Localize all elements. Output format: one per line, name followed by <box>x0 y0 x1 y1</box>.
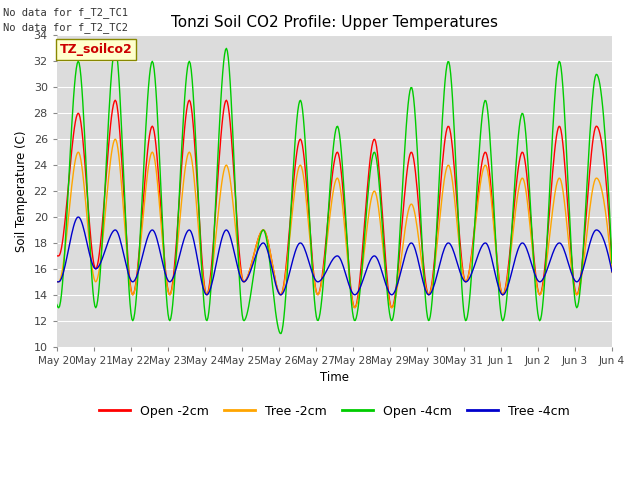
Text: No data for f_T2_TC1: No data for f_T2_TC1 <box>3 7 128 18</box>
Open -4cm <box>608 260 616 266</box>
Tree -4cm <box>608 269 616 275</box>
Open -4cm <box>426 317 433 323</box>
Line: Open -2cm: Open -2cm <box>57 100 612 308</box>
Tree -2cm <box>381 265 388 271</box>
Line: Tree -4cm: Tree -4cm <box>57 217 612 295</box>
Tree -2cm <box>53 279 61 285</box>
Open -4cm <box>382 273 390 278</box>
Tree -2cm <box>305 226 313 231</box>
Open -2cm <box>473 204 481 209</box>
Tree -4cm <box>152 233 160 239</box>
Line: Open -4cm: Open -4cm <box>57 48 612 334</box>
X-axis label: Time: Time <box>320 372 349 384</box>
Open -2cm <box>426 291 433 297</box>
Tree -2cm <box>111 136 119 142</box>
Text: No data for f_T2_TC2: No data for f_T2_TC2 <box>3 22 128 33</box>
Tree -4cm <box>472 259 479 265</box>
Open -4cm <box>473 190 481 195</box>
Open -4cm <box>111 46 119 51</box>
Tree -2cm <box>473 211 481 217</box>
Title: Tonzi Soil CO2 Profile: Upper Temperatures: Tonzi Soil CO2 Profile: Upper Temperatur… <box>171 15 498 30</box>
Open -4cm <box>277 331 285 336</box>
Open -4cm <box>53 301 61 307</box>
Tree -4cm <box>196 273 204 279</box>
Line: Tree -2cm: Tree -2cm <box>57 139 612 308</box>
Tree -4cm <box>53 279 61 285</box>
Open -2cm <box>151 134 159 140</box>
Tree -4cm <box>499 292 506 298</box>
Y-axis label: Soil Temperature (C): Soil Temperature (C) <box>15 130 28 252</box>
Tree -4cm <box>74 214 82 220</box>
Tree -4cm <box>424 292 432 298</box>
Tree -2cm <box>426 291 433 297</box>
Open -2cm <box>381 247 388 253</box>
Tree -4cm <box>305 259 313 265</box>
Open -2cm <box>305 212 313 218</box>
Open -4cm <box>306 223 314 228</box>
Tree -2cm <box>608 270 616 276</box>
Open -4cm <box>152 88 160 94</box>
Open -2cm <box>608 260 616 265</box>
Open -2cm <box>53 253 61 259</box>
Open -4cm <box>196 242 204 248</box>
Tree -4cm <box>381 278 388 284</box>
Tree -2cm <box>196 250 204 256</box>
Open -2cm <box>196 235 204 240</box>
Text: TZ_soilco2: TZ_soilco2 <box>60 43 132 56</box>
Tree -2cm <box>152 166 160 171</box>
Legend: Open -2cm, Tree -2cm, Open -4cm, Tree -4cm: Open -2cm, Tree -2cm, Open -4cm, Tree -4… <box>94 400 575 423</box>
Open -2cm <box>186 97 193 103</box>
Open -2cm <box>388 305 396 311</box>
Tree -2cm <box>388 305 396 311</box>
